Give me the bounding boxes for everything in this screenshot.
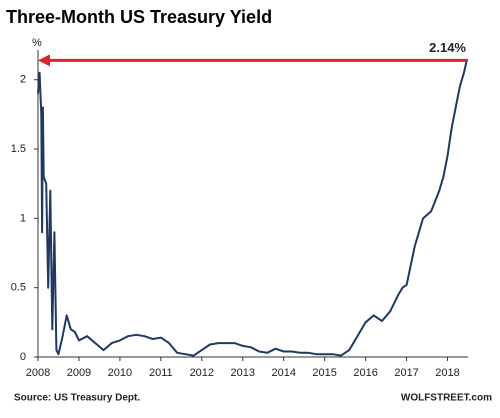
annotation-label: 2.14% [429,40,466,55]
x-tick-label: 2010 [108,367,132,379]
x-tick-label: 2011 [149,367,173,379]
x-tick-label: 2018 [435,367,459,379]
y-axis-label: % [32,37,42,49]
y-tick-label: 1.5 [11,143,26,155]
y-tick-label: 0 [20,351,26,363]
x-tick-label: 2015 [312,367,336,379]
annotation-arrow [38,54,50,67]
x-tick-label: 2016 [353,367,377,379]
x-tick-label: 2009 [67,367,91,379]
watermark: WOLFSTREET.com [401,393,492,404]
y-tick-label: 2 [20,74,26,86]
chart-title: Three-Month US Treasury Yield [6,7,272,27]
y-tick-label: 1 [20,212,26,224]
x-tick-label: 2014 [271,367,295,379]
x-tick-label: 2012 [190,367,214,379]
x-tick-label: 2017 [394,367,418,379]
line [37,60,468,357]
x-tick-label: 2008 [26,367,50,379]
y-tick-label: 0.5 [11,282,26,294]
source: Source: US Treasury Dept. [14,393,140,404]
x-tick-label: 2013 [231,367,255,379]
